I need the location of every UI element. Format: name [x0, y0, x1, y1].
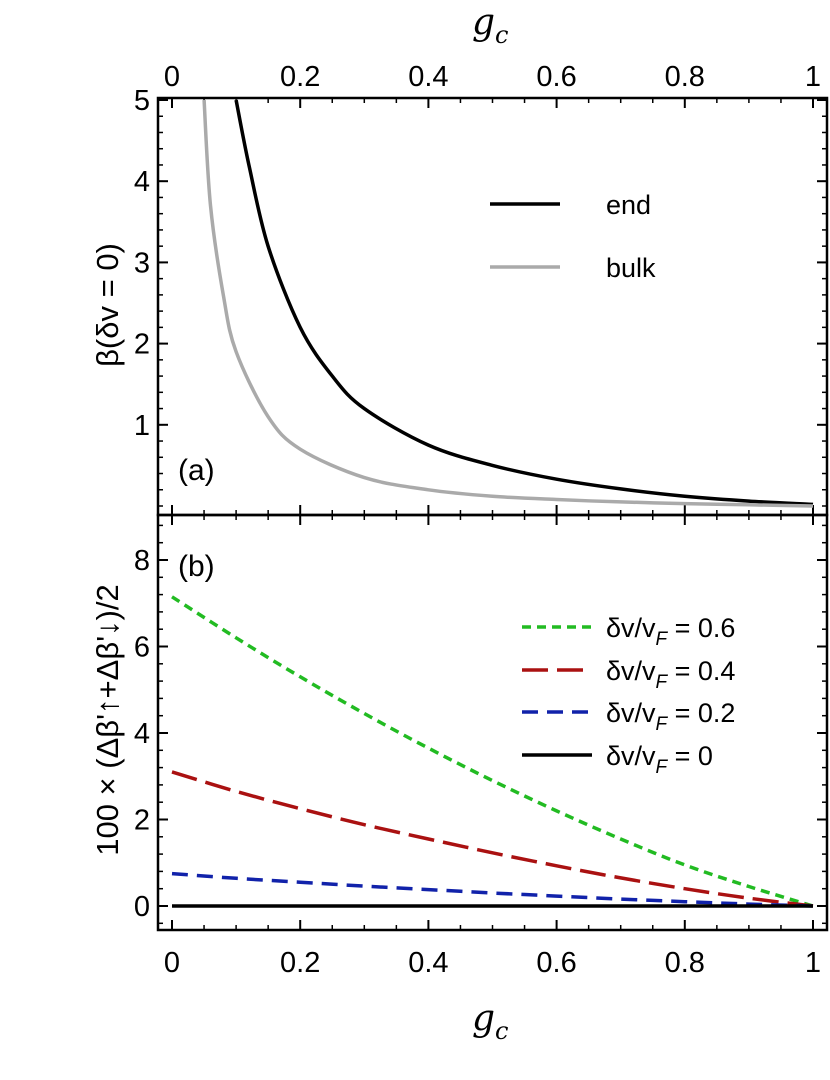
- y-tick-label: 0: [134, 891, 150, 923]
- panel-a-y-axis-title: β(δv = 0): [90, 243, 125, 367]
- panel-b-y-axis-title: 100 × (Δβ'↑+Δβ'↓)/2: [90, 584, 125, 856]
- legend-label: end: [606, 190, 651, 220]
- y-tick-label: 3: [134, 247, 150, 279]
- legend-label: bulk: [606, 253, 656, 283]
- y-tick-label: 2: [134, 805, 150, 837]
- x-tick-label: 0.8: [665, 947, 705, 979]
- y-tick-label: 5: [134, 85, 150, 117]
- series-line--v-vf-0-6: [171, 595, 814, 908]
- plot-frame: [156, 96, 829, 517]
- panel-b-plot: 0 0.2 0.4 0.6 0.8 1 0 2 4 6 8 δv/vF = 0.6 δv/vF = 0.…: [134, 513, 829, 979]
- x-tick-label: 0: [164, 947, 180, 979]
- panel-b-label: (b): [178, 550, 215, 583]
- x-tick-label: 0.4: [408, 61, 448, 93]
- legend-label: δv/vF = 0.6: [606, 613, 735, 650]
- legend-label: δv/vF = 0.4: [606, 656, 735, 693]
- top-x-axis-title: gc: [472, 2, 509, 49]
- x-tick-label: 0.4: [408, 947, 448, 979]
- y-tick-label: 8: [134, 545, 150, 577]
- y-tick-label: 4: [134, 166, 150, 198]
- x-tick-label: 1: [805, 61, 821, 93]
- series-line--v-vf-0-2: [171, 871, 814, 908]
- y-tick-label: 4: [134, 718, 150, 750]
- x-tick-label: 0: [164, 61, 180, 93]
- series-line-bulk: [202, 99, 814, 508]
- bottom-x-axis-title: gc: [472, 998, 509, 1045]
- x-tick-label: 0.8: [665, 61, 705, 93]
- legend-label: δv/vF = 0: [606, 741, 713, 778]
- y-tick-label: 6: [134, 632, 150, 664]
- y-tick-label: 1: [134, 410, 150, 442]
- legend-label: δv/vF = 0.2: [606, 698, 735, 735]
- series-line--v-vf-0-4: [171, 770, 814, 908]
- x-tick-label: 0.2: [280, 61, 320, 93]
- x-tick-label: 0.2: [280, 947, 320, 979]
- y-tick-label: 2: [134, 329, 150, 361]
- panel-a-label: (a): [178, 454, 215, 487]
- panel-a-plot: 0 0.2 0.4 0.6 0.8 1 1 2 3 4 5 end bulk: [134, 61, 829, 517]
- x-tick-label: 0.6: [536, 61, 576, 93]
- series-line-end: [234, 99, 814, 507]
- x-tick-label: 0.6: [536, 947, 576, 979]
- x-tick-label: 1: [805, 947, 821, 979]
